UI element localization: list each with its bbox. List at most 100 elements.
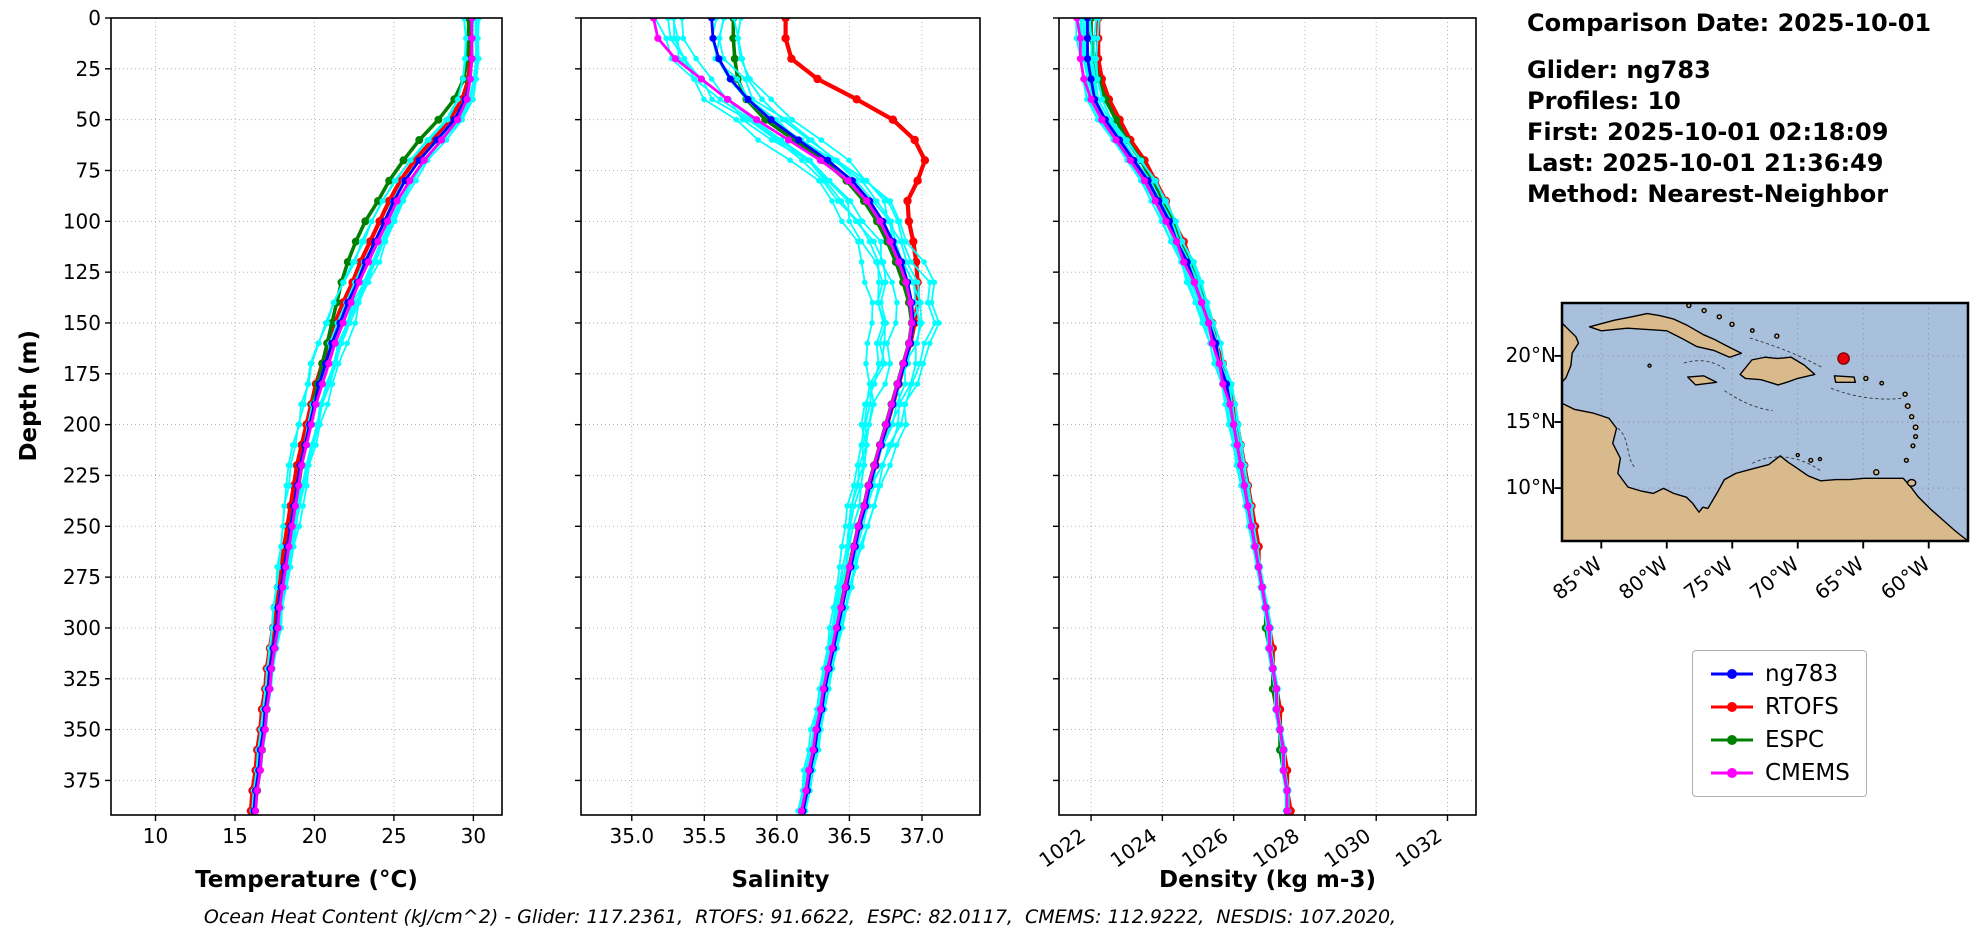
svg-text:225: 225 bbox=[63, 463, 101, 487]
land-puerto-rico bbox=[1833, 375, 1857, 383]
svg-text:25: 25 bbox=[381, 824, 406, 848]
map-lon-tick-label: 70°W bbox=[1744, 551, 1804, 605]
legend-label: RTOFS bbox=[1765, 694, 1839, 720]
legend-item-ng783: ng783 bbox=[1709, 661, 1850, 687]
map-lon-tick-label: 60°W bbox=[1875, 551, 1935, 605]
svg-text:Density (kg m-3): Density (kg m-3) bbox=[1159, 867, 1376, 893]
land-masses bbox=[1561, 302, 1969, 542]
svg-text:10: 10 bbox=[143, 824, 168, 848]
svg-text:Salinity: Salinity bbox=[731, 867, 829, 893]
legend-line-sample bbox=[1711, 735, 1753, 745]
ohc-caption: Ocean Heat Content (kJ/cm^2) - Glider: 1… bbox=[203, 906, 1397, 928]
location-map-panel: 20°N 15°N 10°N 85°W 80°W 75°W 70°W 65°W 60°W bbox=[1500, 293, 1982, 623]
maritime-boundaries bbox=[1617, 337, 1903, 472]
svg-text:1032: 1032 bbox=[1391, 823, 1446, 872]
svg-text:1026: 1026 bbox=[1177, 823, 1232, 872]
map-lat-tick-label: 20°N bbox=[1505, 342, 1556, 367]
first-profile-time-text: First: 2025-10-01 02:18:09 bbox=[1527, 118, 1889, 146]
legend-label: CMEMS bbox=[1765, 760, 1850, 786]
temperature-profile-chart: 10 15 20 25 30 0 25 50 75 100 125 150 175 200 225 250 27… bbox=[20, 0, 510, 909]
land-cuba bbox=[1588, 312, 1743, 358]
svg-text:30: 30 bbox=[461, 824, 486, 848]
svg-text:0: 0 bbox=[88, 6, 101, 30]
glider-name-text: Glider: ng783 bbox=[1527, 56, 1711, 84]
land-central-south-america bbox=[1561, 402, 1969, 542]
map-lat-tick-label: 15°N bbox=[1505, 409, 1556, 433]
svg-text:75: 75 bbox=[76, 158, 101, 182]
salinity-profile-chart: 35.0 35.5 36.0 36.5 37.0 Salinity bbox=[510, 0, 988, 909]
legend-line-sample bbox=[1711, 702, 1753, 712]
map-lon-tick-label: 85°W bbox=[1548, 551, 1607, 605]
legend-label: ng783 bbox=[1765, 661, 1839, 687]
island bbox=[1879, 380, 1885, 386]
island bbox=[1817, 456, 1823, 462]
map-lon-tick-label: 75°W bbox=[1679, 551, 1738, 605]
legend-line-sample bbox=[1711, 768, 1753, 778]
svg-text:150: 150 bbox=[63, 311, 101, 335]
legend-label: ESPC bbox=[1765, 727, 1825, 753]
island-trinidad bbox=[1906, 478, 1917, 487]
last-profile-time-text: Last: 2025-10-01 21:36:49 bbox=[1527, 149, 1884, 177]
svg-text:35.0: 35.0 bbox=[610, 824, 655, 848]
island bbox=[1749, 328, 1755, 334]
svg-text:100: 100 bbox=[63, 209, 101, 233]
map-frame bbox=[1560, 301, 1970, 543]
legend-item-espc: ESPC bbox=[1709, 727, 1850, 753]
island bbox=[1701, 307, 1707, 314]
island bbox=[1774, 333, 1780, 339]
svg-text:50: 50 bbox=[76, 108, 101, 132]
map-lon-tick-label: 80°W bbox=[1613, 551, 1673, 605]
svg-text:175: 175 bbox=[63, 362, 101, 386]
legend-item-rtofs: RTOFS bbox=[1709, 694, 1850, 720]
island bbox=[1808, 457, 1814, 463]
legend-line-sample bbox=[1711, 669, 1753, 679]
info-spacer bbox=[1527, 39, 1931, 55]
svg-text:36.5: 36.5 bbox=[827, 824, 872, 848]
map-lat-tick-label: 10°N bbox=[1505, 475, 1556, 500]
svg-text:350: 350 bbox=[63, 718, 101, 742]
island bbox=[1904, 403, 1911, 410]
svg-text:35.5: 35.5 bbox=[682, 824, 727, 848]
island bbox=[1729, 321, 1735, 327]
island bbox=[1795, 452, 1800, 458]
island bbox=[1910, 443, 1916, 449]
land-jamaica bbox=[1687, 375, 1718, 386]
svg-text:1024: 1024 bbox=[1106, 823, 1161, 872]
island bbox=[1908, 414, 1915, 420]
island bbox=[1873, 469, 1880, 476]
land-yucatan bbox=[1561, 322, 1580, 383]
svg-text:37.0: 37.0 bbox=[900, 824, 945, 848]
island bbox=[1902, 391, 1908, 397]
salinity-plot: 35.0 35.5 36.0 36.5 37.0 Salinity bbox=[575, 17, 981, 893]
svg-text:1022: 1022 bbox=[1034, 823, 1089, 872]
svg-text:300: 300 bbox=[63, 616, 101, 640]
island bbox=[1912, 433, 1919, 440]
map-lon-tick-label: 65°W bbox=[1810, 551, 1869, 605]
land-hispaniola bbox=[1739, 356, 1816, 386]
island bbox=[1903, 457, 1909, 463]
svg-text:375: 375 bbox=[63, 768, 101, 792]
method-text: Method: Nearest-Neighbor bbox=[1527, 180, 1889, 208]
island bbox=[1647, 363, 1652, 368]
island bbox=[1912, 424, 1919, 431]
legend-item-cmems: CMEMS bbox=[1709, 760, 1850, 786]
svg-text:20: 20 bbox=[302, 824, 327, 848]
svg-text:200: 200 bbox=[63, 413, 101, 437]
density-plot: 1022 1024 1026 1028 1030 1032 Density (kg m-3) bbox=[1034, 17, 1477, 893]
island bbox=[1863, 375, 1869, 382]
svg-text:25: 25 bbox=[76, 57, 101, 81]
svg-text:275: 275 bbox=[63, 565, 101, 589]
island bbox=[1716, 314, 1723, 320]
svg-text:325: 325 bbox=[63, 667, 101, 691]
temperature-plot: 10 15 20 25 30025507510012515017520022525027… bbox=[63, 6, 503, 893]
legend: ng783 RTOFS ESPC CMEMS bbox=[1692, 650, 1867, 797]
svg-text:Temperature (°C): Temperature (°C) bbox=[195, 867, 418, 893]
svg-text:250: 250 bbox=[63, 514, 101, 538]
svg-text:1030: 1030 bbox=[1320, 823, 1375, 872]
comparison-info-block: Comparison Date: 2025-10-01 Glider: ng78… bbox=[1527, 8, 1931, 210]
svg-text:15: 15 bbox=[222, 824, 247, 848]
comparison-date-text: Comparison Date: 2025-10-01 bbox=[1527, 9, 1932, 37]
profiles-count-text: Profiles: 10 bbox=[1527, 87, 1681, 115]
svg-text:1028: 1028 bbox=[1248, 823, 1303, 872]
